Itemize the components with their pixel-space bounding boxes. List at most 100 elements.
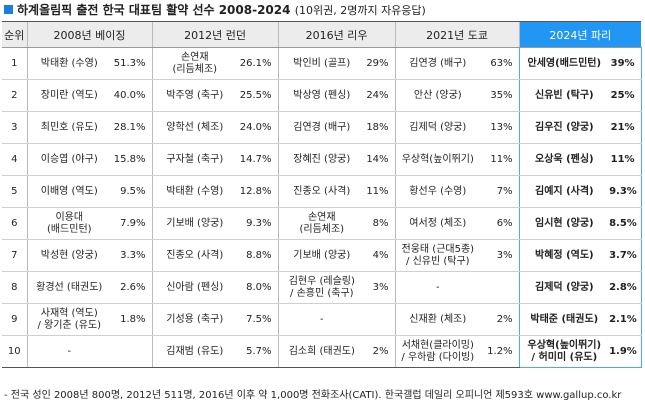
percent-2008: 2.6% — [111, 271, 153, 304]
athlete-2008: 최민호 (유도) — [26, 111, 111, 144]
rank-cell: 9 — [2, 303, 27, 336]
athlete-2016: 김연경 (배구) — [277, 111, 366, 144]
percent-2024: 9.3% — [609, 175, 642, 208]
percent-2016: 24% — [365, 79, 396, 112]
header-2021: 2021년 도쿄 — [394, 21, 520, 48]
athlete-2016: 기보배 (양궁) — [277, 239, 366, 272]
percent-2021 — [480, 271, 520, 304]
percent-2012: 25.5% — [237, 79, 279, 112]
header-2016: 2016년 리우 — [277, 21, 396, 48]
percent-2016: 29% — [365, 47, 396, 80]
percent-2008: 28.1% — [111, 111, 153, 144]
table-row: 10- 김재범 (유도) 5.7% 김소희 (태권도) 2% 서채현(클라이밍) / 우하람… — [2, 335, 642, 368]
percent-2016: 3% — [365, 271, 396, 304]
percent-2016: 2% — [365, 335, 396, 368]
athlete-2008: 사재혁 (역도) / 왕기춘 (유도) — [26, 303, 111, 336]
athlete-2016: 손연재 (리듬체조) — [277, 207, 366, 240]
percent-2012: 26.1% — [237, 47, 279, 80]
athlete-2012: 기성용 (축구) — [151, 303, 238, 336]
athlete-2016: 박상영 (펜싱) — [277, 79, 366, 112]
percent-2024: 21% — [609, 111, 642, 144]
percent-2016: 8% — [365, 207, 396, 240]
square-bullet-icon — [4, 5, 13, 14]
athlete-2021: 안산 (양궁) — [394, 79, 481, 112]
athlete-2008: 황경선 (태권도) — [26, 271, 111, 304]
athlete-2021: 전웅태 (근대5종) / 신유빈 (탁구) — [394, 239, 481, 272]
rank-cell: 3 — [2, 111, 27, 144]
athlete-2024: 오상욱 (펜싱) — [518, 143, 610, 176]
rank-cell: 1 — [2, 47, 27, 80]
percent-2016: 14% — [365, 143, 396, 176]
athlete-2024: 신유빈 (탁구) — [518, 79, 610, 112]
athlete-2012: 구자철 (축구) — [151, 143, 238, 176]
rank-cell: 6 — [2, 207, 27, 240]
athlete-2016: 김현우 (레슬링) / 손흥민 (축구) — [277, 271, 366, 304]
athlete-2012: 진종오 (사격) — [151, 239, 238, 272]
athlete-2008: 이용대 (배드민턴) — [26, 207, 111, 240]
athlete-2008: 장미란 (역도) — [26, 79, 111, 112]
percent-2008: 40.0% — [111, 79, 153, 112]
rank-cell: 8 — [2, 271, 27, 304]
table-row: 7 박성현 (양궁) 3.3% 진종오 (사격) 8.8% 기보배 (양궁) 4% 전웅태 (… — [2, 239, 642, 272]
athlete-2012: 신아람 (펜싱) — [151, 271, 238, 304]
athlete-2008: - — [26, 335, 111, 368]
percent-2021: 63% — [480, 47, 520, 80]
table-row: 6 이용대 (배드민턴) 7.9% 기보배 (양궁) 9.3% 손연재 (리듬체조) 8% 여서정… — [2, 207, 642, 240]
percent-2008 — [111, 335, 153, 368]
percent-2021: 11% — [480, 143, 520, 176]
athlete-2021: 우상혁(높이뛰기) — [394, 143, 481, 176]
athlete-2016: 박인비 (골프) — [277, 47, 366, 80]
percent-2021: 7% — [480, 175, 520, 208]
athlete-2024: 임시현 (양궁) — [518, 207, 610, 240]
percent-2012: 7.5% — [237, 303, 279, 336]
athlete-2012: 김재범 (유도) — [151, 335, 238, 368]
rank-cell: 10 — [2, 335, 27, 368]
table-row: 5 이배영 (역도) 9.5% 박태환 (수영) 12.8% 진종오 (사격) 11% 황선우… — [2, 175, 642, 208]
athlete-2024: 김제덕 (양궁) — [518, 271, 610, 304]
percent-2016: 11% — [365, 175, 396, 208]
header-2008: 2008년 베이징 — [26, 21, 153, 48]
percent-2012: 12.8% — [237, 175, 279, 208]
percent-2012: 8.8% — [237, 239, 279, 272]
athlete-2016: 진종오 (사격) — [277, 175, 366, 208]
percent-2008: 51.3% — [111, 47, 153, 80]
header-rank: 순위 — [2, 21, 27, 48]
percent-2024: 1.9% — [609, 335, 642, 368]
percent-2016: 18% — [365, 111, 396, 144]
athlete-2021: 서채현(클라이밍) / 우하람 (다이빙) — [394, 335, 481, 368]
athlete-2008: 이승엽 (야구) — [26, 143, 111, 176]
athlete-2008: 박성현 (양궁) — [26, 239, 111, 272]
athlete-2012: 양학선 (체조) — [151, 111, 238, 144]
table-row: 4 이승엽 (야구) 15.8% 구자철 (축구) 14.7% 장혜진 (양궁) 14% 우상… — [2, 143, 642, 176]
percent-2021: 13% — [480, 111, 520, 144]
athlete-2024: 안세영(배드민턴) — [518, 47, 610, 80]
rank-cell: 7 — [2, 239, 27, 272]
percent-2021: 3% — [480, 239, 520, 272]
percent-2016 — [365, 303, 396, 336]
header-2012: 2012년 런던 — [151, 21, 279, 48]
table-row: 2 장미란 (역도) 40.0% 박주영 (축구) 25.5% 박상영 (펜싱) 24% 안산… — [2, 79, 642, 112]
chart-title: 하계올림픽 출전 한국 대표팀 활약 선수 2008-2024 (10위권, 2… — [4, 0, 426, 20]
athlete-2012: 기보배 (양궁) — [151, 207, 238, 240]
ranking-table: 순위 2008년 베이징 2012년 런던 2016년 리우 2021년 도쿄 … — [2, 21, 642, 368]
athlete-2024: 김우진 (양궁) — [518, 111, 610, 144]
percent-2012: 8.0% — [237, 271, 279, 304]
athlete-2016: - — [277, 303, 366, 336]
percent-2012: 14.7% — [237, 143, 279, 176]
percent-2012: 5.7% — [237, 335, 279, 368]
header-row: 순위 2008년 베이징 2012년 런던 2016년 리우 2021년 도쿄 … — [2, 21, 642, 48]
athlete-2012: 손연재 (리듬체조) — [151, 47, 238, 80]
athlete-2021: 김연경 (배구) — [394, 47, 481, 80]
table-row: 9 사재혁 (역도) / 왕기춘 (유도) 1.8% 기성용 (축구) 7.5% - 신재환 … — [2, 303, 642, 336]
rank-cell: 2 — [2, 79, 27, 112]
athlete-2016: 장혜진 (양궁) — [277, 143, 366, 176]
rank-cell: 4 — [2, 143, 27, 176]
percent-2012: 24.0% — [237, 111, 279, 144]
percent-2021: 6% — [480, 207, 520, 240]
percent-2008: 1.8% — [111, 303, 153, 336]
percent-2008: 3.3% — [111, 239, 153, 272]
percent-2024: 2.1% — [609, 303, 642, 336]
table-row: 1 박태환 (수영) 51.3% 손연재 (리듬체조) 26.1% 박인비 (골프) 29% 김… — [2, 47, 642, 80]
percent-2021: 1.2% — [480, 335, 520, 368]
header-2024: 2024년 파리 — [518, 21, 642, 48]
